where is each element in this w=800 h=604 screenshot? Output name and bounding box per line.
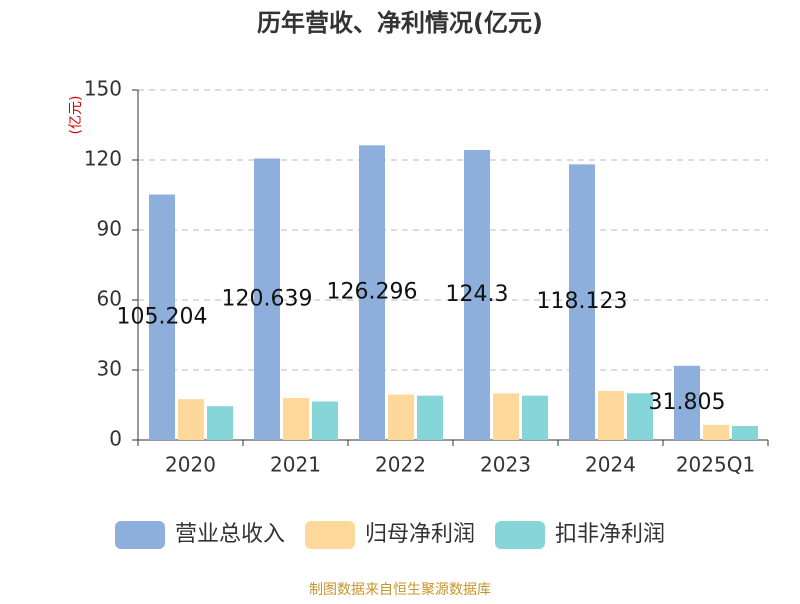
- value-label: 118.123: [537, 289, 628, 314]
- y-tick-label: 30: [97, 357, 122, 381]
- bar: [283, 398, 309, 440]
- legend-swatch: [495, 521, 545, 549]
- x-tick-label: 2024: [585, 453, 636, 477]
- bar: [674, 365, 700, 440]
- y-tick-label: 90: [97, 217, 122, 241]
- bar: [178, 399, 204, 440]
- bar: [703, 424, 729, 440]
- chart-title: 历年营收、净利情况(亿元): [257, 9, 543, 37]
- y-tick-label: 60: [97, 287, 122, 311]
- source-note: 制图数据来自恒生聚源数据库: [309, 582, 491, 598]
- x-tick-label: 2021: [270, 453, 321, 477]
- legend-label: 扣非净利润: [555, 522, 665, 547]
- x-tick-label: 2022: [375, 453, 426, 477]
- bar: [598, 391, 624, 440]
- bar: [359, 145, 385, 440]
- value-label: 124.3: [446, 282, 509, 307]
- x-tick-label: 2025Q1: [676, 453, 755, 477]
- y-tick-label: 150: [84, 77, 122, 101]
- bar: [493, 393, 519, 440]
- bar: [254, 158, 280, 440]
- bar: [464, 149, 490, 440]
- value-label: 120.639: [222, 286, 313, 311]
- legend-label: 营业总收入: [175, 522, 285, 547]
- y-tick-label: 120: [84, 147, 122, 171]
- value-label: 126.296: [327, 280, 418, 305]
- bar: [149, 194, 175, 440]
- bar: [312, 401, 338, 440]
- bar: [522, 395, 548, 440]
- y-tick-label: 0: [109, 427, 122, 451]
- bar: [732, 426, 758, 440]
- bar: [417, 395, 443, 440]
- bar: [388, 394, 414, 440]
- bar: [569, 164, 595, 440]
- legend-swatch: [115, 521, 165, 549]
- legend-label: 归母净利润: [365, 522, 475, 547]
- value-label: 31.805: [649, 390, 726, 415]
- y-axis-label: (亿元): [68, 96, 84, 135]
- legend-swatch: [305, 521, 355, 549]
- value-label: 105.204: [117, 304, 208, 329]
- x-tick-label: 2020: [165, 453, 216, 477]
- bar: [627, 393, 653, 440]
- bar: [207, 406, 233, 440]
- x-tick-label: 2023: [480, 453, 531, 477]
